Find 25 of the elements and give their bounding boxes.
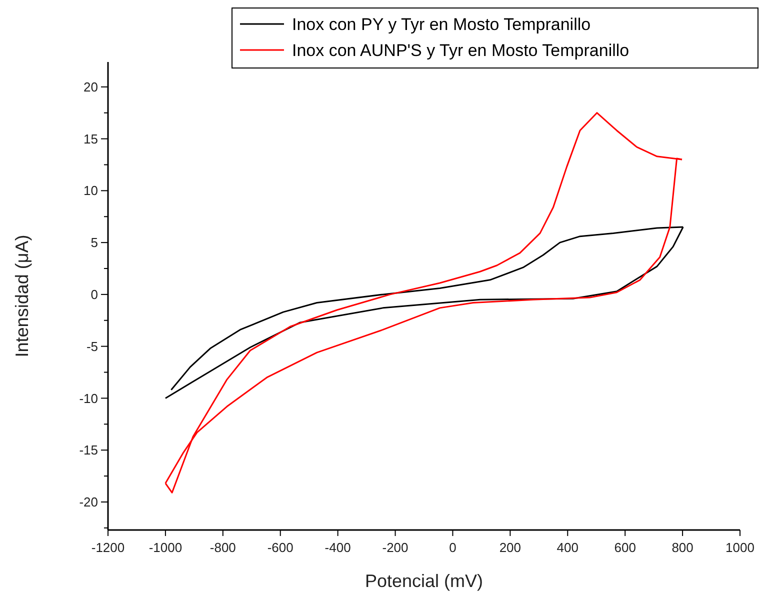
x-tick-label: 200 bbox=[499, 540, 522, 555]
x-tick-label: -400 bbox=[324, 540, 351, 555]
y-tick-label: -15 bbox=[79, 442, 98, 458]
x-tick-label: -1000 bbox=[148, 540, 182, 555]
y-tick-label: -10 bbox=[79, 390, 98, 406]
y-tick-label: 20 bbox=[84, 79, 98, 94]
x-tick-label: 800 bbox=[672, 540, 694, 555]
x-tick-label: -200 bbox=[382, 540, 408, 555]
x-tick-label: 400 bbox=[556, 540, 578, 555]
y-tick-label: -5 bbox=[86, 338, 98, 354]
x-tick-label: -800 bbox=[210, 540, 236, 555]
x-tick-label: 1000 bbox=[726, 540, 754, 555]
legend-label: Inox con AUNP'S y Tyr en Mosto Tempranillo bbox=[292, 40, 630, 60]
x-tick-label: -1200 bbox=[91, 540, 125, 555]
y-tick-label: -20 bbox=[79, 494, 98, 510]
y-tick-label: 0 bbox=[90, 286, 98, 302]
x-tick-label: 600 bbox=[614, 540, 636, 555]
y-tick-label: 5 bbox=[90, 235, 98, 250]
x-tick-label: 0 bbox=[449, 540, 456, 555]
legend-label: Inox con PY y Tyr en Mosto Tempranillo bbox=[292, 14, 591, 34]
y-axis-title: Intensidad (μA) bbox=[12, 234, 32, 358]
x-axis-title: Potencial (mV) bbox=[364, 571, 484, 591]
y-tick-label: 15 bbox=[84, 131, 98, 146]
x-tick-label: -600 bbox=[267, 540, 294, 555]
y-tick-label: 10 bbox=[84, 183, 98, 198]
